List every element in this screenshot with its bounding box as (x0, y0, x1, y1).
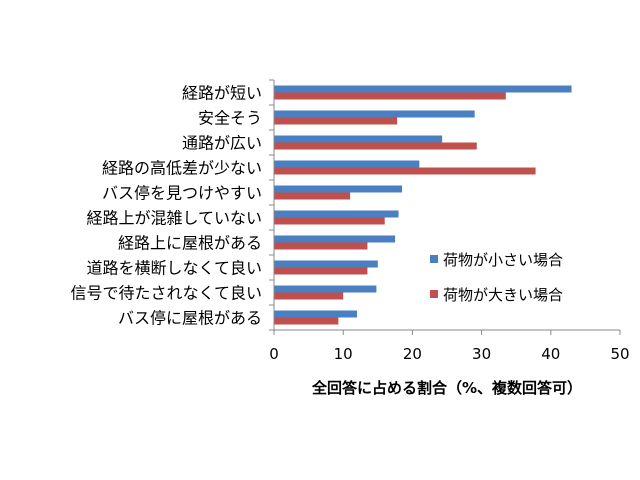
bar-small-1 (274, 110, 475, 118)
x-tick-label: 0 (269, 345, 279, 363)
category-label: 安全そう (198, 109, 262, 128)
bar-large-4 (274, 192, 351, 200)
bar-large-1 (274, 117, 398, 125)
bar-large-3 (274, 167, 536, 175)
category-label: 信号で待たされなくて良い (70, 284, 262, 303)
bar-large-2 (274, 142, 477, 150)
bar-small-3 (274, 160, 420, 168)
bars-group (274, 85, 572, 325)
category-label: 経路上が混雑していない (86, 209, 262, 228)
x-tick-label: 10 (334, 345, 353, 363)
legend-swatch-small (430, 255, 438, 263)
bar-small-6 (274, 235, 396, 243)
bar-large-8 (274, 292, 344, 300)
x-tick-label: 30 (472, 345, 491, 363)
x-ticks: 0 10 20 30 40 50 (269, 330, 630, 363)
category-labels: 経路が短い安全そう通路が広い経路の高低差が少ないバス停を見つけやすい経路上が混雑… (70, 79, 274, 331)
category-label: 道路を横断しなくて良い (86, 259, 262, 278)
bar-large-6 (274, 242, 368, 250)
legend-label-large: 荷物が大きい場合 (443, 286, 563, 304)
category-label: バス停を見つけやすい (102, 184, 262, 203)
bar-large-5 (274, 217, 385, 225)
category-label: 経路が短い (182, 84, 262, 103)
bar-small-2 (274, 135, 443, 143)
legend-swatch-large (430, 290, 438, 298)
bar-small-5 (274, 210, 399, 218)
x-tick-label: 40 (541, 345, 560, 363)
category-label: 経路上に屋根がある (118, 234, 262, 253)
bar-small-4 (274, 185, 403, 193)
axes-group (273, 80, 620, 331)
category-label: バス停に屋根がある (118, 309, 262, 328)
bar-small-0 (274, 85, 572, 93)
bar-large-7 (274, 267, 368, 275)
x-axis-title: 全回答に占める割合（%、複数回答可） (311, 379, 582, 397)
x-tick-label: 20 (403, 345, 422, 363)
bar-small-9 (274, 310, 358, 318)
category-label: 通路が広い (182, 134, 262, 153)
legend-label-small: 荷物が小さい場合 (443, 251, 563, 269)
category-label: 経路の高低差が少ない (102, 159, 262, 178)
bar-small-7 (274, 260, 378, 268)
bar-large-9 (274, 317, 339, 325)
bar-small-8 (274, 285, 377, 293)
x-tick-label: 50 (610, 345, 629, 363)
bar-large-0 (274, 92, 506, 100)
